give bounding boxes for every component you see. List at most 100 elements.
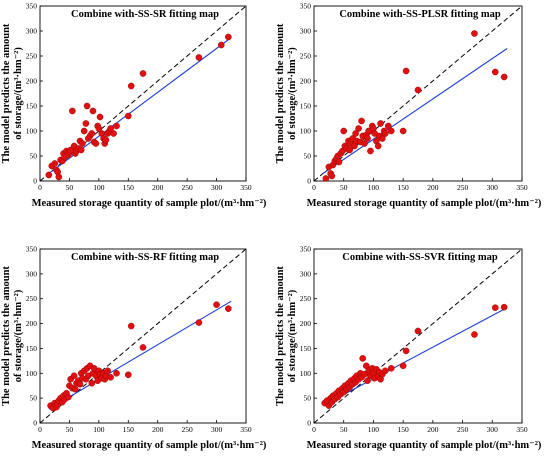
data-point	[364, 377, 371, 385]
y-tick-label: 200	[26, 319, 38, 328]
data-point	[217, 41, 225, 49]
data-point	[352, 130, 359, 137]
x-tick-label: 100	[368, 183, 380, 192]
fit-line	[322, 48, 508, 174]
reference-line	[314, 6, 522, 181]
y-tick-label: 0	[307, 419, 311, 428]
data-point	[384, 122, 392, 130]
y-tick-label: 250	[300, 294, 312, 303]
y-tick-label: 350	[26, 2, 38, 11]
data-point	[379, 135, 386, 142]
x-tick-label: 50	[66, 183, 74, 192]
x-tick-label: 200	[427, 183, 439, 192]
reference-line	[314, 249, 522, 423]
data-point	[104, 367, 111, 375]
y-tick-label: 200	[26, 77, 38, 86]
x-tick-label: 0	[38, 425, 42, 434]
data-point	[225, 33, 232, 41]
data-point	[110, 130, 117, 137]
y-tick-label: 100	[300, 369, 312, 378]
data-point	[82, 120, 90, 127]
data-point	[45, 171, 53, 179]
y-tick-label: 150	[26, 102, 38, 111]
y-tick-label: 150	[300, 102, 312, 111]
y-axis-label-line2: of storage/(m³·hm⁻²)	[13, 289, 24, 382]
x-tick-label: 150	[123, 425, 135, 434]
y-tick-label: 50	[304, 152, 312, 161]
y-tick-label: 350	[300, 2, 312, 11]
y-tick-label: 0	[33, 419, 37, 428]
data-point	[340, 127, 348, 135]
data-point	[359, 355, 367, 362]
data-point	[213, 301, 220, 308]
x-tick-label: 100	[368, 425, 380, 434]
x-axis-label: Measured storage quantity of sample plot…	[307, 198, 542, 209]
x-tick-label: 50	[66, 425, 74, 434]
x-tick-label: 150	[398, 425, 410, 434]
x-tick-label: 300	[487, 183, 499, 192]
y-tick-label: 300	[26, 27, 38, 36]
data-point	[471, 30, 478, 37]
x-axis-label: Measured storage quantity of sample plot…	[307, 440, 542, 451]
data-point	[399, 362, 407, 370]
data-point	[124, 112, 132, 120]
data-point	[113, 369, 120, 377]
fit-line	[48, 300, 232, 410]
data-point	[355, 125, 362, 132]
data-point	[364, 135, 371, 142]
data-point	[374, 142, 382, 150]
y-tick-label: 350	[300, 245, 312, 254]
y-tick-label: 300	[300, 269, 312, 278]
x-tick-label: 300	[211, 425, 223, 434]
x-tick-label: 200	[152, 183, 164, 192]
data-point	[387, 365, 395, 372]
data-point	[367, 147, 374, 155]
data-point	[399, 127, 407, 135]
data-point	[96, 113, 104, 121]
data-point	[127, 82, 135, 90]
y-axis-label-line2: of storage/(m³·hm⁻²)	[287, 47, 298, 140]
x-tick-label: 250	[182, 183, 194, 192]
x-tick-label: 150	[123, 183, 135, 192]
y-axis-label: The model predicts the amount	[275, 266, 286, 406]
data-point	[471, 331, 478, 338]
x-tick-label: 0	[38, 183, 42, 192]
chart-title: Combine with-SS-SR fitting map	[71, 9, 219, 20]
x-tick-label: 350	[516, 183, 528, 192]
y-tick-label: 300	[300, 27, 312, 36]
data-point	[382, 130, 389, 137]
y-tick-label: 250	[300, 52, 312, 61]
data-point	[346, 146, 353, 154]
y-tick-label: 350	[26, 245, 38, 254]
data-point	[92, 140, 100, 147]
data-point	[414, 86, 422, 94]
data-point	[335, 158, 343, 166]
axes-frame	[313, 248, 523, 424]
data-point	[107, 373, 114, 381]
data-point	[72, 385, 79, 393]
y-tick-label: 50	[304, 394, 312, 403]
x-tick-label: 350	[516, 425, 528, 434]
axes-frame	[39, 248, 247, 424]
data-point	[225, 305, 232, 312]
y-axis-label: The model predicts the amount	[275, 23, 286, 163]
data-point	[89, 107, 97, 115]
x-tick-label: 350	[240, 425, 252, 434]
panel-rf: 0 50 100 150 200 250 300 350 0 50 100 150 200 250 300 3…	[1, 245, 267, 452]
data-point	[127, 322, 135, 330]
y-tick-label: 150	[300, 344, 312, 353]
data-point	[414, 327, 422, 335]
data-point	[491, 68, 499, 76]
axes-frame	[39, 5, 247, 182]
chart-title: Combine with-SS-RF fitting map	[71, 252, 219, 263]
y-tick-label: 200	[300, 77, 312, 86]
chart-title: Combine with-SS-SVR fitting map	[342, 252, 498, 263]
y-axis-label-line2: of storage/(m³·hm⁻²)	[287, 289, 298, 382]
y-axis-label: The model predicts the amount	[1, 266, 12, 406]
axes-frame	[313, 5, 523, 182]
x-tick-label: 200	[152, 425, 164, 434]
data-point	[70, 372, 78, 380]
x-tick-label: 100	[93, 425, 105, 434]
data-point	[358, 117, 365, 125]
data-point	[500, 303, 508, 311]
